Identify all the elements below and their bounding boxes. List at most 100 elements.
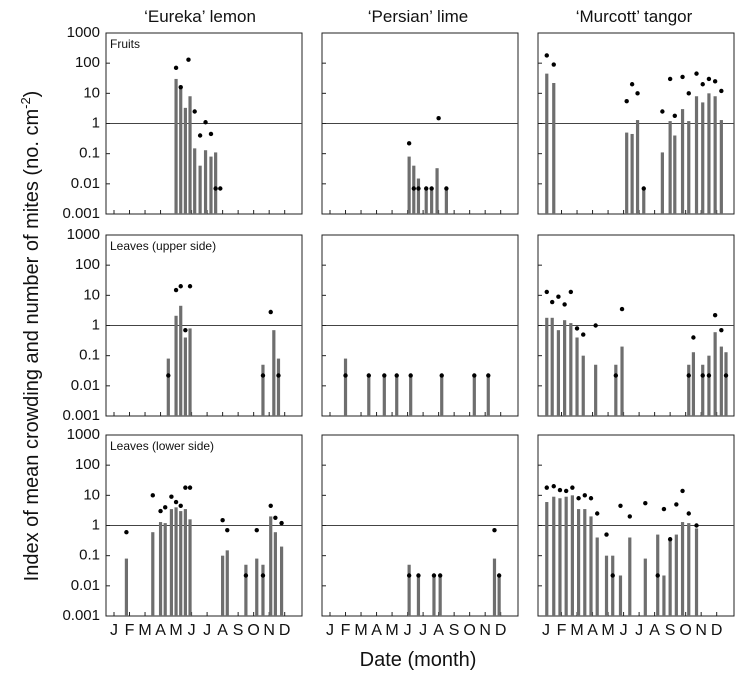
panel-label: Leaves (lower side): [110, 439, 214, 453]
point: [674, 502, 679, 507]
bar: [668, 121, 672, 214]
bar: [589, 516, 593, 616]
y-axis-title: Index of mean crowding and number of mit…: [18, 91, 43, 582]
bar: [618, 575, 623, 616]
y-tick-label: 0.001: [62, 407, 100, 424]
point: [694, 523, 699, 528]
x-tick-label: M: [138, 622, 151, 639]
x-tick-label: D: [279, 622, 291, 639]
point: [604, 532, 609, 537]
point: [416, 573, 421, 578]
x-tick-label: A: [587, 622, 598, 639]
point: [595, 511, 600, 516]
point: [618, 503, 623, 508]
point: [158, 508, 163, 514]
bar: [660, 152, 664, 214]
panel-label: Leaves (upper side): [110, 239, 216, 253]
point: [680, 74, 685, 80]
point: [408, 373, 413, 378]
column-title-murcott: ‘Murcott’ tangor: [576, 7, 693, 26]
bar: [628, 537, 632, 616]
bar: [701, 102, 705, 214]
point: [260, 373, 266, 378]
bar: [124, 558, 129, 616]
y-tick-label: 0.1: [79, 347, 100, 364]
bar: [255, 558, 259, 616]
point: [220, 517, 225, 523]
point: [192, 109, 197, 114]
bar: [497, 575, 501, 616]
y-tick-label: 100: [75, 456, 100, 473]
point: [183, 485, 188, 490]
bar: [575, 337, 579, 416]
point: [439, 373, 444, 378]
bar: [643, 558, 647, 616]
point: [641, 186, 646, 191]
bar: [635, 120, 640, 214]
point: [680, 488, 685, 494]
bar: [193, 148, 197, 214]
bar: [594, 364, 598, 416]
point: [570, 485, 575, 490]
bar: [179, 88, 183, 214]
bar: [707, 93, 711, 214]
y-tick-label: 1000: [67, 24, 100, 41]
bar: [416, 575, 421, 616]
point: [444, 186, 449, 191]
bar: [273, 532, 277, 616]
point: [218, 186, 223, 191]
bar: [472, 375, 476, 416]
point: [492, 527, 497, 533]
x-tick-label: J: [188, 622, 196, 639]
point: [406, 141, 412, 146]
column-titles: ‘Eureka’ lemon ‘Persian’ lime ‘Murcott’ …: [144, 7, 693, 26]
x-tick-label: S: [665, 622, 676, 639]
bar: [687, 364, 691, 416]
bar: [581, 355, 585, 416]
x-tick-label: J: [542, 622, 550, 639]
point: [276, 373, 281, 378]
bar: [687, 523, 691, 616]
y-tick-label: 0.001: [62, 205, 100, 222]
point: [496, 573, 502, 578]
x-tick-label: J: [635, 622, 643, 639]
point: [366, 373, 371, 378]
bar: [694, 96, 699, 214]
point: [437, 573, 443, 578]
x-tick-label: J: [203, 622, 211, 639]
point: [166, 373, 171, 378]
bar: [673, 135, 677, 214]
x-tick-label: F: [341, 622, 351, 639]
point: [544, 289, 549, 295]
point: [173, 499, 179, 505]
panel-0-1: [321, 32, 519, 215]
bar: [174, 78, 178, 214]
x-tick-label: M: [385, 622, 398, 639]
bar: [183, 509, 187, 616]
point: [343, 373, 348, 378]
point: [124, 529, 129, 535]
x-tick-label: M: [601, 622, 614, 639]
point: [712, 312, 718, 318]
bar: [492, 558, 497, 616]
point: [719, 88, 724, 94]
point: [268, 309, 273, 315]
point: [431, 573, 437, 578]
point: [411, 186, 416, 191]
bar: [435, 168, 439, 214]
bar: [188, 519, 192, 616]
x-tick-label: M: [169, 622, 182, 639]
point: [661, 506, 667, 512]
point: [582, 493, 587, 498]
point: [655, 573, 660, 578]
point: [394, 373, 399, 378]
panel-1-2: [537, 234, 735, 417]
x-tick-label: N: [695, 622, 707, 639]
point: [279, 520, 284, 526]
bar: [416, 178, 421, 214]
point: [581, 332, 586, 337]
point: [700, 373, 705, 378]
y-tick-label: 100: [75, 256, 100, 273]
point: [563, 488, 569, 494]
